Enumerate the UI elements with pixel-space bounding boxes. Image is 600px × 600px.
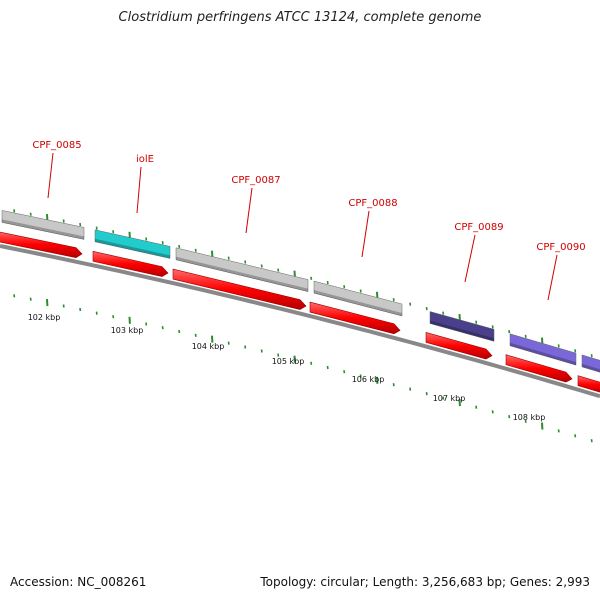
gene-features <box>1 210 600 373</box>
scale-labels: 102 kbp 103 kbp 104 kbp 105 kbp 106 kbp 107 k… <box>28 313 546 422</box>
gene-box <box>1 210 85 240</box>
gene-box <box>94 229 171 259</box>
gene-label-leader <box>547 254 558 301</box>
cds-arrow <box>92 250 169 277</box>
gene-label-leader <box>47 152 54 199</box>
gene-label: CPF_0089 <box>454 222 503 233</box>
scale-label: 106 kbp <box>352 375 385 384</box>
gene-box-shadow <box>314 290 402 316</box>
scale-label: 107 kbp <box>433 394 466 403</box>
cds-arrow <box>309 301 401 335</box>
gene-label: CPF_0088 <box>348 198 397 209</box>
gene-label: CPF_0085 <box>32 140 81 151</box>
accession-text: Accession: NC_008261 <box>10 575 147 589</box>
backbone-line <box>0 244 600 399</box>
gene-label: CPF_0087 <box>231 175 280 186</box>
tick-marks-lower <box>13 294 593 443</box>
gene-box <box>175 247 309 292</box>
cds-arrows <box>0 231 600 393</box>
scale-label: 105 kbp <box>272 357 305 366</box>
gene-label-leader <box>361 210 370 258</box>
gene-box <box>429 311 495 342</box>
gene-label-leader <box>464 234 476 283</box>
scale-label: 103 kbp <box>111 326 144 335</box>
genome-backbone <box>0 244 600 399</box>
scale-label: 102 kbp <box>28 313 61 322</box>
gene-box-shadow <box>582 363 600 373</box>
gene-label: iolE <box>136 154 154 165</box>
gene-label-leader <box>245 187 253 234</box>
cds-arrow <box>505 354 573 383</box>
gene-box-shadow <box>510 342 576 366</box>
gene-box-shadow <box>95 238 170 259</box>
gene-box-shadow <box>430 320 494 342</box>
gene-box <box>313 280 403 317</box>
scale-label: 104 kbp <box>192 342 225 351</box>
gene-box-shadow <box>176 256 308 292</box>
scale-label: 108 kbp <box>513 413 546 422</box>
cds-arrow <box>0 231 83 259</box>
cds-arrow <box>425 332 493 360</box>
map-title: Clostridium perfringens ATCC 13124, comp… <box>118 10 482 25</box>
gene-label: CPF_0090 <box>536 242 585 253</box>
gene-box-shadow <box>2 219 84 240</box>
gene-labels: CPF_0085 iolE CPF_0087 CPF_0088 CPF_0089 CPF_… <box>32 140 586 301</box>
topology-text: Topology: circular; Length: 3,256,683 bp… <box>260 575 590 589</box>
gene-box <box>581 354 600 373</box>
cds-arrow <box>172 268 307 310</box>
gene-box <box>509 333 577 366</box>
gene-label-leader <box>136 166 142 214</box>
